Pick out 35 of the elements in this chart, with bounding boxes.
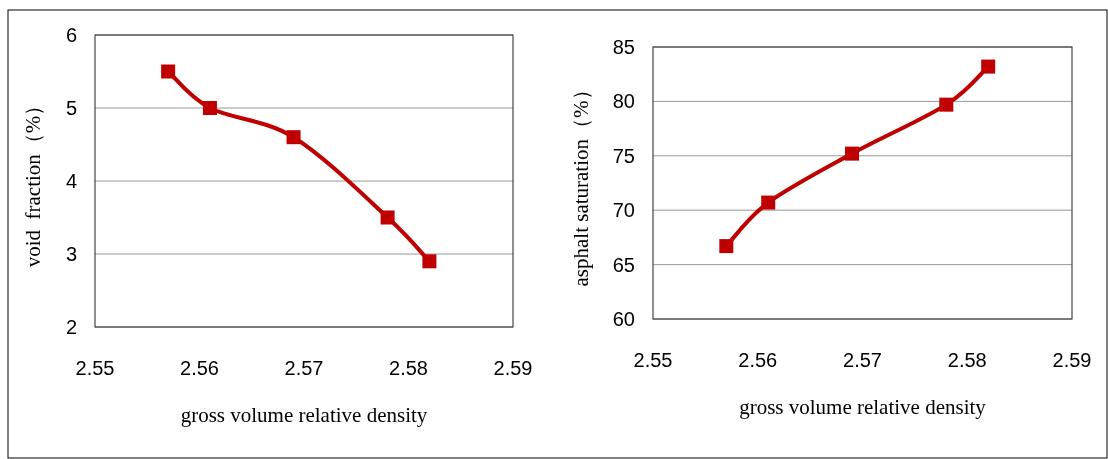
point — [286, 130, 301, 145]
point — [719, 239, 734, 254]
y-axis-title: void fraction（%） — [21, 94, 45, 268]
point — [761, 195, 776, 210]
y-tick-label: 70 — [612, 199, 635, 222]
x-tick-label: 2.59 — [493, 357, 533, 379]
point — [202, 101, 217, 115]
point — [845, 146, 860, 161]
x-tick-label: 2.55 — [75, 357, 115, 379]
x-tick-label: 2.57 — [284, 357, 324, 379]
point — [161, 64, 176, 79]
y-tick-label: 6 — [65, 24, 77, 46]
y-tick-label: 4 — [65, 170, 77, 192]
x-tick-label: 2.56 — [738, 349, 778, 371]
y-tick-label: 85 — [612, 36, 635, 58]
y-tick-label: 5 — [65, 97, 77, 119]
x-tick-label: 2.55 — [633, 349, 673, 371]
point — [939, 97, 954, 112]
y-tick-label: 65 — [612, 253, 635, 276]
y-tick-label: 3 — [65, 243, 77, 265]
point — [380, 210, 395, 225]
y-tick-label: 75 — [612, 144, 635, 167]
x-tick-label: 2.59 — [1052, 349, 1092, 371]
y-tick-label: 60 — [612, 308, 635, 330]
point — [422, 254, 437, 269]
y-tick-label: 2 — [65, 316, 77, 338]
x-tick-label: 2.58 — [389, 357, 428, 379]
x-tick-label: 2.56 — [180, 357, 219, 379]
x-axis-title: gross volume relative density — [739, 395, 987, 419]
y-tick-label: 80 — [612, 90, 635, 113]
y-axis-title: asphalt saturation（%） — [569, 79, 593, 287]
x-tick-label: 2.58 — [947, 349, 987, 371]
x-tick-label: 2.57 — [843, 349, 882, 371]
point — [981, 59, 996, 74]
x-axis-title: gross volume relative density — [180, 403, 428, 427]
